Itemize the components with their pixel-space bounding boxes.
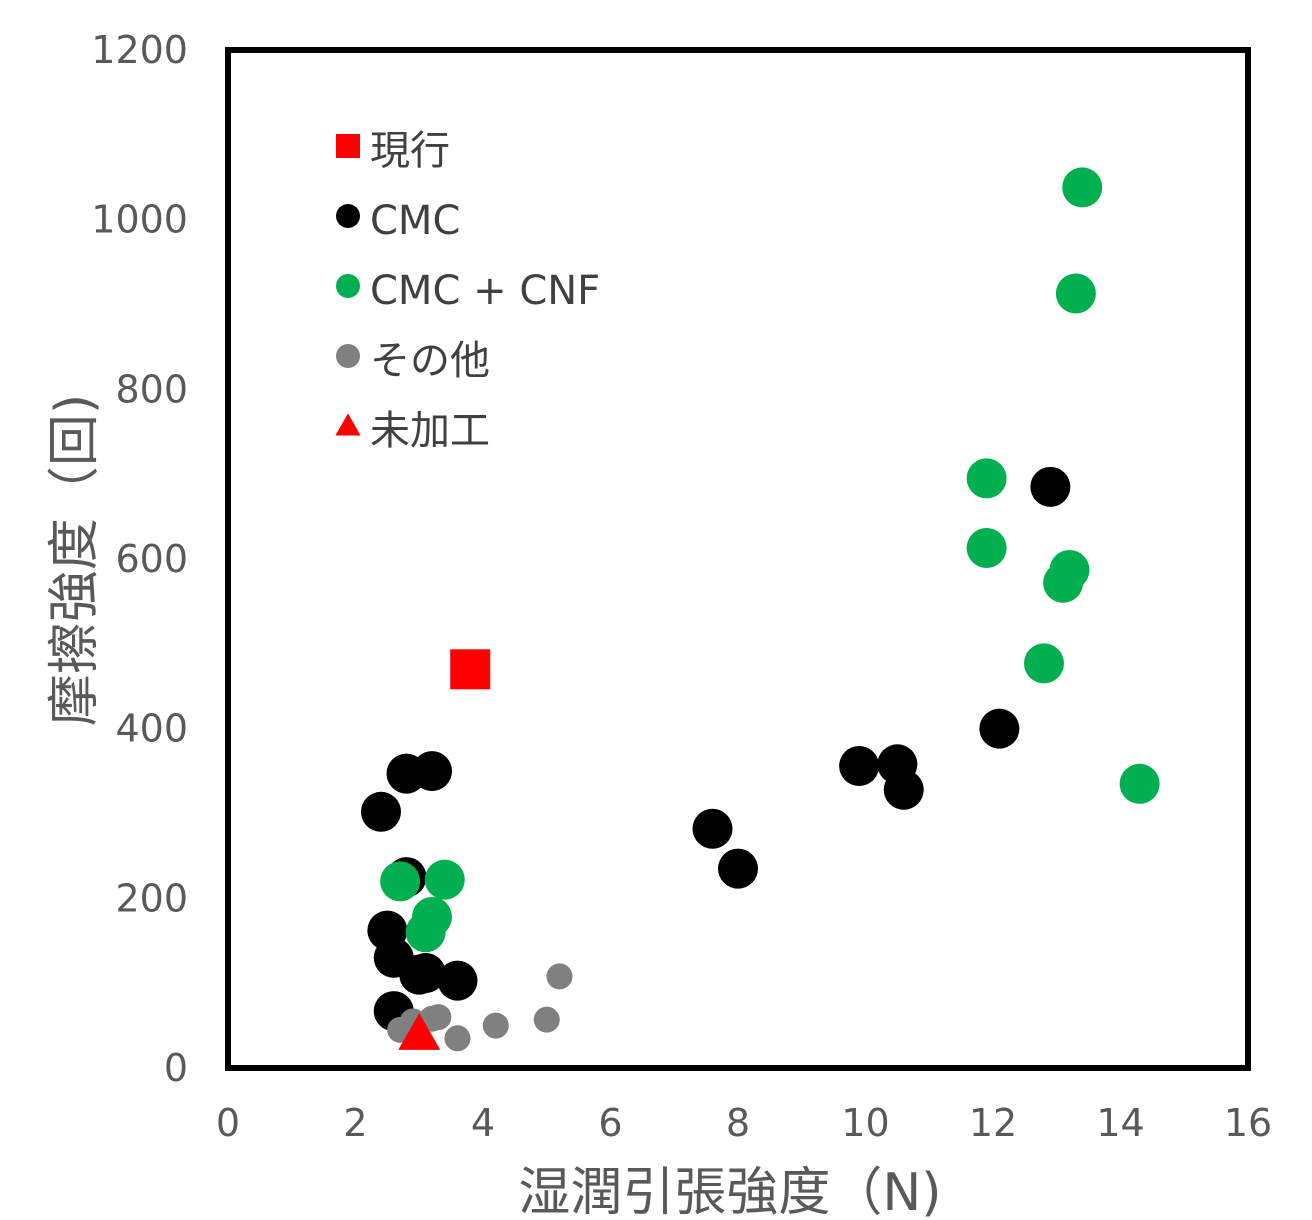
legend-label-cmc-cnf: CMC + CNF — [370, 268, 600, 314]
other-point — [444, 1025, 471, 1052]
data-marks — [361, 167, 1160, 1052]
x-tick-label: 16 — [1224, 1101, 1272, 1145]
y-axis-title: 摩擦強度（回) — [45, 394, 105, 726]
legend-label-current: 現行 — [370, 128, 450, 174]
cmc-point — [405, 952, 446, 993]
legend-marker-other — [336, 344, 360, 368]
cmc-point — [437, 960, 478, 1001]
cmc-point — [883, 769, 924, 810]
legend-marker-current — [336, 134, 360, 158]
x-axis-ticks: 0 2 4 6 8 10 12 14 16 — [216, 1101, 1272, 1145]
cmc-cnf-point — [1043, 562, 1084, 603]
cmc-cnf-point — [1119, 763, 1160, 804]
legend-marker-cmc — [336, 204, 360, 228]
y-tick-label: 600 — [115, 537, 188, 581]
cmc-cnf-point — [1024, 643, 1064, 684]
y-axis-ticks: 0 200 400 600 800 1000 1200 — [91, 28, 188, 1090]
legend-marker-untreated — [335, 413, 361, 436]
untreated-point — [398, 1013, 441, 1050]
cmc-point — [839, 745, 880, 786]
cmc-point — [718, 848, 758, 889]
cmc-cnf-point — [966, 527, 1007, 568]
cmc-point — [361, 791, 401, 832]
cmc-cnf-point — [966, 458, 1007, 499]
legend-label-untreated: 未加工 — [370, 408, 490, 454]
legend-marker-cmc-cnf — [336, 274, 360, 298]
x-tick-label: 4 — [471, 1101, 495, 1145]
cmc-cnf-point — [380, 861, 421, 902]
other-point — [425, 1004, 452, 1031]
y-tick-label: 1200 — [91, 28, 188, 72]
y-tick-label: 1000 — [91, 198, 188, 242]
x-tick-label: 2 — [343, 1101, 367, 1145]
current-point — [450, 649, 491, 690]
x-tick-label: 10 — [841, 1101, 889, 1145]
cmc-point — [692, 808, 733, 849]
legend-label-cmc: CMC — [370, 198, 460, 244]
x-tick-label: 12 — [969, 1101, 1017, 1145]
x-axis-title: 湿潤引張強度（N) — [518, 1163, 941, 1220]
y-tick-label: 800 — [115, 367, 188, 411]
x-tick-label: 6 — [598, 1101, 622, 1145]
x-tick-label: 8 — [726, 1101, 750, 1145]
legend-label-other: その他 — [370, 338, 490, 384]
y-tick-label: 400 — [115, 707, 188, 751]
cmc-cnf-point — [1062, 167, 1103, 208]
other-point — [482, 1012, 509, 1039]
cmc-cnf-point — [424, 859, 465, 900]
x-tick-label: 14 — [1096, 1101, 1144, 1145]
y-tick-label: 0 — [164, 1046, 188, 1090]
x-tick-label: 0 — [216, 1101, 240, 1145]
other-point — [546, 963, 573, 990]
other-point — [533, 1006, 560, 1033]
cmc-point — [412, 751, 452, 792]
cmc-cnf-point — [1055, 273, 1096, 314]
cmc-point — [979, 708, 1020, 749]
y-tick-label: 200 — [115, 876, 188, 920]
cmc-point — [1030, 466, 1071, 507]
cmc-cnf-point — [405, 912, 446, 953]
plot-area-frame — [225, 47, 1251, 1071]
